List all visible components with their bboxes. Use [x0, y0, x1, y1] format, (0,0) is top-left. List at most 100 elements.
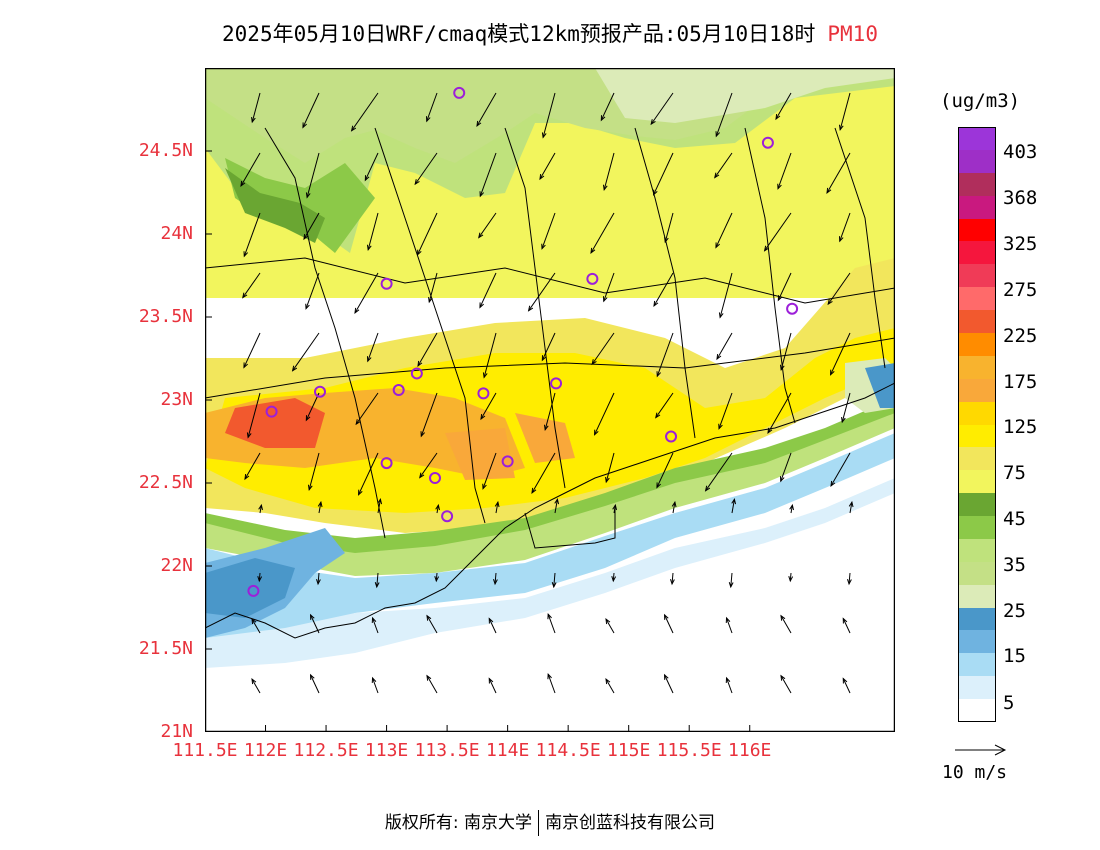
longitude-tick-label: 114E	[485, 740, 530, 761]
wind-reference-arrow	[955, 744, 1007, 756]
wind-arrow-head	[547, 672, 552, 680]
legend-swatch	[958, 241, 996, 265]
pollutant-label: PM10	[827, 22, 878, 46]
wind-arrow-head	[827, 299, 833, 306]
wind-arrow-head	[653, 189, 658, 196]
copyright-right: 南京创蓝科技有限公司	[545, 813, 716, 833]
wind-arrow	[354, 272, 379, 314]
wind-arrow	[372, 677, 379, 694]
wind-arrow	[544, 392, 556, 430]
wind-reference-label: 10 m/s	[942, 762, 1008, 783]
wind-arrow-head	[364, 175, 370, 182]
wind-arrow-head	[419, 472, 425, 479]
wind-arrow	[480, 392, 497, 420]
wind-arrow	[715, 212, 733, 248]
wind-arrow-head	[420, 431, 426, 438]
legend-swatch	[958, 401, 996, 425]
wind-arrow	[528, 272, 556, 311]
wind-arrow-head	[847, 579, 852, 586]
wind-arrow	[426, 675, 438, 694]
wind-arrow	[790, 505, 793, 514]
wind-arrow-head	[305, 303, 310, 310]
wind-arrow	[436, 505, 439, 514]
station-marker	[550, 377, 563, 390]
wind-arrow	[590, 212, 615, 254]
map-title: 2025年05月10日WRF/cmaq模式12km预报产品:05月10日18时 P…	[0, 18, 1100, 48]
wind-arrow	[435, 572, 438, 582]
wind-arrow-head	[838, 236, 844, 243]
title-text: 2025年05月10日WRF/cmaq模式12km预报产品:05月10日18时	[222, 22, 816, 46]
latitude-tick-label: 21.5N	[138, 638, 193, 659]
wind-arrow-head	[291, 365, 298, 372]
wind-arrow-head	[246, 432, 252, 439]
station-marker	[314, 385, 326, 398]
wind-arrow	[789, 572, 792, 582]
legend-swatch	[958, 516, 996, 540]
wind-arrow-head	[374, 582, 380, 589]
pm10-forecast-map	[205, 68, 895, 732]
coastline-and-boundaries	[205, 127, 895, 639]
wind-arrow	[367, 332, 379, 362]
station-marker	[501, 455, 514, 468]
concentration-bands	[205, 68, 895, 668]
wind-arrow-head	[302, 122, 307, 129]
legend-swatch	[958, 538, 996, 562]
wind-arrow-head	[244, 473, 250, 481]
legend-label: 275	[1003, 279, 1038, 301]
wind-arrow	[426, 92, 438, 122]
wind-arrow	[605, 678, 615, 694]
wind-arrow	[780, 452, 792, 482]
wind-arrow	[541, 332, 556, 361]
wind-arrow-head	[240, 180, 246, 188]
wind-arrow	[479, 152, 497, 197]
wind-arrow-head	[350, 125, 357, 132]
wind-arrow-head	[664, 673, 669, 680]
wind-arrow-head	[428, 296, 433, 304]
legend-swatch	[958, 493, 996, 517]
legend-label: 35	[1003, 554, 1026, 576]
wind-arrow	[839, 92, 851, 130]
wind-arrow-head	[355, 419, 361, 426]
wind-arrow	[547, 614, 556, 634]
copyright-footer: 版权所有: 南京大学 南京创蓝科技有限公司	[0, 808, 1100, 836]
wind-arrow-head	[779, 364, 785, 371]
wind-arrow-head	[725, 676, 731, 683]
latitude-tick-label: 24.5N	[138, 140, 193, 161]
longitude-tick-label: 111.5E	[172, 740, 238, 761]
wind-arrow	[488, 618, 497, 634]
station-marker	[380, 457, 393, 470]
wind-arrow	[780, 332, 792, 370]
legend-units: (ug/m3)	[940, 90, 1021, 112]
wind-arrow-head	[243, 362, 248, 369]
wind-arrow	[671, 572, 674, 585]
wind-arrow-head	[242, 292, 248, 299]
legend-swatch	[958, 630, 996, 654]
wind-arrow-head	[611, 576, 617, 583]
wind-arrow	[494, 572, 497, 585]
wind-arrow	[827, 272, 851, 305]
legend-label: 45	[1003, 508, 1026, 530]
longitude-tick-label: 113.5E	[414, 740, 480, 761]
legend-swatch	[958, 355, 996, 379]
wind-arrow	[488, 678, 497, 694]
wind-arrow-head	[590, 247, 596, 254]
wind-arrow-head	[305, 415, 311, 422]
wind-arrow	[305, 272, 320, 309]
wind-arrow-head	[842, 617, 848, 624]
wind-arrow-head	[830, 480, 836, 488]
wind-arrow	[826, 152, 851, 194]
wind-arrow	[251, 618, 261, 634]
wind-arrow-head	[842, 677, 848, 684]
wind-arrow-head	[494, 500, 500, 508]
wind-arrow-head	[728, 582, 734, 589]
legend-label: 5	[1003, 692, 1015, 714]
wind-arrow	[655, 392, 674, 418]
legend-swatch	[958, 470, 996, 494]
legend-swatch	[958, 149, 996, 173]
wind-arrow	[605, 618, 615, 634]
wind-arrow-head	[780, 614, 786, 621]
wind-arrow	[830, 332, 851, 375]
wind-arrow-head	[482, 372, 488, 379]
wind-arrow	[539, 152, 556, 180]
station-marker	[477, 387, 490, 400]
